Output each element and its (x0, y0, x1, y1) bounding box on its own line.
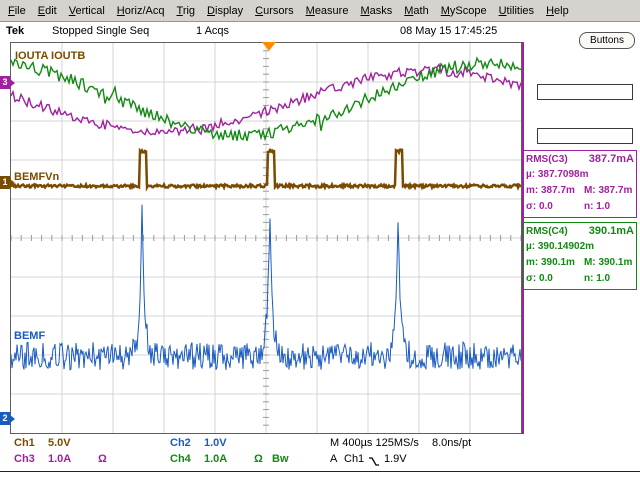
menu-bar: File Edit Vertical Horiz/Acq Trig Displa… (0, 0, 640, 22)
stat-mean: µ: 390.14902m (526, 241, 595, 252)
channel-3-arrow-icon (10, 78, 15, 87)
timebase-readout: M 400µs 125MS/s (330, 437, 419, 449)
ch2-scale: 1.0V (204, 437, 227, 449)
resolution-readout: 8.0ns/pt (432, 437, 472, 449)
menu-trig[interactable]: Trig (176, 4, 196, 17)
ch3-coupling: Ω (98, 453, 107, 465)
channel-3-marker[interactable]: 3 (0, 76, 15, 89)
waveform-display (11, 43, 521, 433)
ch4-coupling: Ω (254, 453, 263, 465)
ch3-label: Ch3 (14, 453, 35, 465)
menu-cursors[interactable]: Cursors (255, 4, 294, 17)
stat-min: m: 390.1m (526, 257, 575, 268)
status-bar: Tek Stopped Single Seq 1 Acqs 08 May 15 … (0, 23, 640, 41)
channel-1-arrow-icon (10, 178, 15, 187)
menu-myscope[interactable]: MyScope (440, 4, 487, 17)
channel-3-label: 3 (0, 76, 10, 89)
ch1-label: Ch1 (14, 437, 35, 449)
menu-utilities[interactable]: Utilities (498, 4, 535, 17)
label-bemfvn: BEMFVn (14, 171, 60, 183)
channel-2-marker[interactable]: 2 (0, 412, 15, 425)
menu-help[interactable]: Help (546, 4, 569, 17)
readout-box-2 (537, 128, 633, 144)
tek-logo: Tek (6, 25, 25, 37)
menu-horiz-acq[interactable]: Horiz/Acq (116, 4, 165, 17)
measurement-name: RMS(C4) (526, 226, 568, 237)
stat-count: n: 1.0 (584, 201, 611, 212)
trigger-source: Ch1 (344, 453, 365, 465)
menu-file[interactable]: File (8, 4, 26, 17)
stat-count: n: 1.0 (584, 273, 611, 284)
datetime: 08 May 15 17:45:25 (400, 25, 498, 37)
trigger-level-readout: 1.9V (384, 453, 407, 465)
trigger-position-marker[interactable] (262, 42, 276, 51)
menu-vertical[interactable]: Vertical (68, 4, 105, 17)
readout-bar: Ch1 5.0V Ch2 1.0V M 400µs 125MS/s 8.0ns/… (0, 434, 640, 472)
ch4-scale: 1.0A (204, 453, 228, 465)
menu-masks[interactable]: Masks (360, 4, 393, 17)
stat-sigma: σ: 0.0 (526, 201, 553, 212)
menu-measure[interactable]: Measure (305, 4, 349, 17)
acquisition-count: 1 Acqs (196, 25, 230, 37)
stat-max: M: 390.1m (584, 257, 633, 268)
graticule: IOUTA IOUTB BEMFVn BEMF (10, 42, 522, 434)
ch4-bandwidth-badge: Bw (272, 453, 289, 465)
stat-sigma: σ: 0.0 (526, 273, 553, 284)
measurement-rms-c3: RMS(C3) 387.7mA µ: 387.7098m m: 387.7m M… (523, 150, 637, 218)
stat-min: m: 387.7m (526, 185, 575, 196)
menu-math[interactable]: Math (404, 4, 429, 17)
acquisition-status: Stopped Single Seq (52, 25, 150, 37)
label-iouta-ioutb: IOUTA IOUTB (15, 50, 86, 62)
ch4-label: Ch4 (170, 453, 191, 465)
menu-display[interactable]: Display (207, 4, 244, 17)
measurement-rms-c4: RMS(C4) 390.1mA µ: 390.14902m m: 390.1m … (523, 222, 637, 290)
ch2-label: Ch2 (170, 437, 191, 449)
measurement-name: RMS(C3) (526, 154, 568, 165)
channel-1-label: 1 (0, 176, 10, 189)
ch1-scale: 5.0V (48, 437, 71, 449)
measurement-value: 387.7mA (588, 153, 634, 165)
readout-box-1 (537, 84, 633, 100)
stat-mean: µ: 387.7098m (526, 169, 589, 180)
trigger-system: A (330, 453, 338, 465)
label-bemf: BEMF (14, 330, 46, 342)
channel-1-marker[interactable]: 1 (0, 176, 15, 189)
ch3-scale: 1.0A (48, 453, 72, 465)
trigger-slope-icon (369, 457, 379, 466)
channel-2-label: 2 (0, 412, 10, 425)
measurement-value: 390.1mA (588, 225, 634, 237)
buttons-button[interactable]: Buttons (579, 32, 635, 49)
channel-2-arrow-icon (10, 414, 15, 423)
menu-edit[interactable]: Edit (37, 4, 57, 17)
stat-max: M: 387.7m (584, 185, 633, 196)
